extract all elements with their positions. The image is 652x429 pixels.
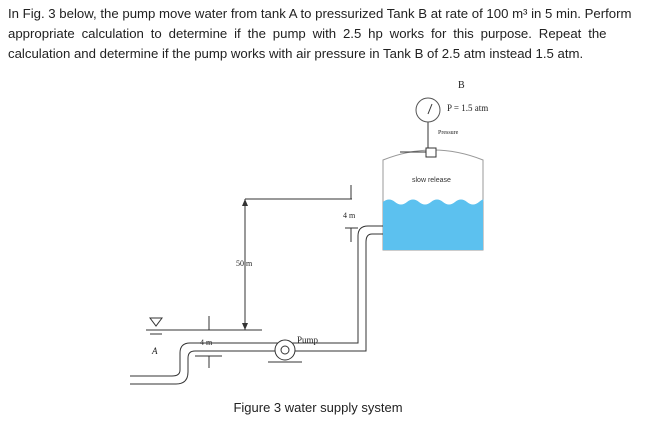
pressure-label: P = 1.5 atm: [447, 103, 488, 113]
pump-hub: [280, 345, 290, 355]
water-level: [149, 317, 163, 327]
height-label: 4 m: [343, 211, 356, 220]
pump: [274, 339, 296, 361]
problem-text: In Fig. 3 below, the pump move water fro…: [8, 4, 644, 64]
text-line: calculation and determine if the pump wo…: [8, 46, 584, 61]
tank-label: B: [458, 80, 465, 91]
valve: [425, 147, 437, 158]
caption: Figure 3 water supply system: [233, 400, 402, 415]
text-line: appropriate calculation to determine if …: [8, 26, 607, 41]
gauge: [415, 97, 441, 123]
gauge-label: Pressure: [438, 130, 459, 136]
elevation-label: 50 m: [236, 259, 253, 268]
gauge-needle: [427, 103, 433, 115]
water-b: [383, 199, 484, 250]
height-label: 4 m: [200, 338, 213, 347]
valve-label: slow release: [412, 177, 451, 184]
pipe-outer: [130, 225, 383, 377]
pump-label: Pump: [297, 335, 319, 345]
text-line: In Fig. 3 below, the pump move water fro…: [8, 6, 632, 21]
pipe-inner: [130, 233, 383, 385]
tank-label: A: [151, 346, 158, 356]
